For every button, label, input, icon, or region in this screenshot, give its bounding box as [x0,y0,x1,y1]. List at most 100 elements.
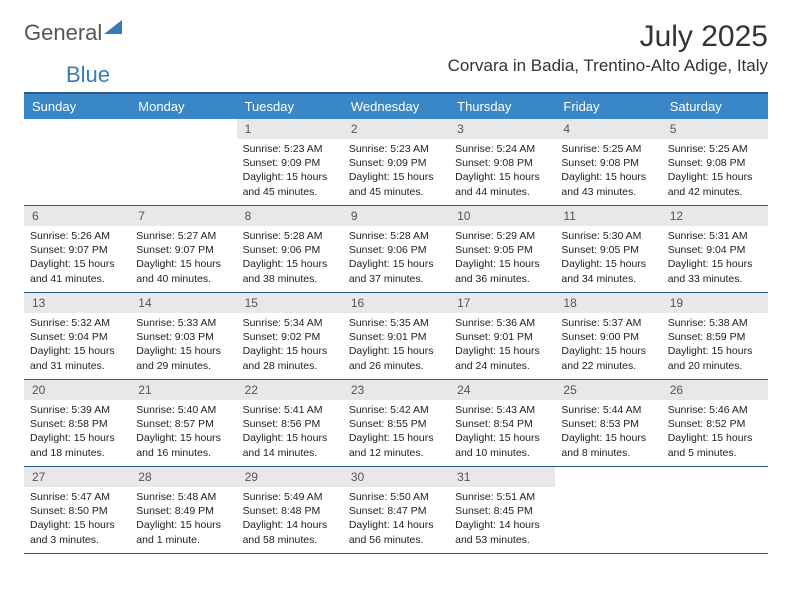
day-content: Sunrise: 5:32 AMSunset: 9:04 PMDaylight:… [24,313,130,376]
day-content: Sunrise: 5:31 AMSunset: 9:04 PMDaylight:… [662,226,768,289]
weekday-label: Monday [130,94,236,119]
week-row: 1Sunrise: 5:23 AMSunset: 9:09 PMDaylight… [24,119,768,206]
day-cell: 19Sunrise: 5:38 AMSunset: 8:59 PMDayligh… [662,293,768,379]
day-number: 27 [24,467,130,487]
day-content: Sunrise: 5:46 AMSunset: 8:52 PMDaylight:… [662,400,768,463]
weekday-label: Wednesday [343,94,449,119]
day-cell: 1Sunrise: 5:23 AMSunset: 9:09 PMDaylight… [237,119,343,205]
day-cell: 12Sunrise: 5:31 AMSunset: 9:04 PMDayligh… [662,206,768,292]
day-content: Sunrise: 5:41 AMSunset: 8:56 PMDaylight:… [237,400,343,463]
day-number: 31 [449,467,555,487]
day-cell: 26Sunrise: 5:46 AMSunset: 8:52 PMDayligh… [662,380,768,466]
day-content: Sunrise: 5:25 AMSunset: 9:08 PMDaylight:… [662,139,768,202]
day-content: Sunrise: 5:33 AMSunset: 9:03 PMDaylight:… [130,313,236,376]
day-number: 7 [130,206,236,226]
weekday-label: Sunday [24,94,130,119]
day-cell: 30Sunrise: 5:50 AMSunset: 8:47 PMDayligh… [343,467,449,553]
day-cell: 13Sunrise: 5:32 AMSunset: 9:04 PMDayligh… [24,293,130,379]
day-cell: 5Sunrise: 5:25 AMSunset: 9:08 PMDaylight… [662,119,768,205]
day-cell: 20Sunrise: 5:39 AMSunset: 8:58 PMDayligh… [24,380,130,466]
day-number: 5 [662,119,768,139]
day-number: 22 [237,380,343,400]
day-cell: 7Sunrise: 5:27 AMSunset: 9:07 PMDaylight… [130,206,236,292]
day-content: Sunrise: 5:48 AMSunset: 8:49 PMDaylight:… [130,487,236,550]
day-cell: 21Sunrise: 5:40 AMSunset: 8:57 PMDayligh… [130,380,236,466]
day-number: 10 [449,206,555,226]
week-row: 6Sunrise: 5:26 AMSunset: 9:07 PMDaylight… [24,206,768,293]
day-cell: 11Sunrise: 5:30 AMSunset: 9:05 PMDayligh… [555,206,661,292]
weekday-label: Friday [555,94,661,119]
day-cell: 28Sunrise: 5:48 AMSunset: 8:49 PMDayligh… [130,467,236,553]
day-cell: 9Sunrise: 5:28 AMSunset: 9:06 PMDaylight… [343,206,449,292]
week-row: 13Sunrise: 5:32 AMSunset: 9:04 PMDayligh… [24,293,768,380]
day-content: Sunrise: 5:23 AMSunset: 9:09 PMDaylight:… [237,139,343,202]
day-cell: 18Sunrise: 5:37 AMSunset: 9:00 PMDayligh… [555,293,661,379]
day-number: 17 [449,293,555,313]
day-number: 8 [237,206,343,226]
day-number: 23 [343,380,449,400]
day-cell: 2Sunrise: 5:23 AMSunset: 9:09 PMDaylight… [343,119,449,205]
month-title: July 2025 [448,20,768,54]
day-content: Sunrise: 5:35 AMSunset: 9:01 PMDaylight:… [343,313,449,376]
day-number: 12 [662,206,768,226]
day-content: Sunrise: 5:40 AMSunset: 8:57 PMDaylight:… [130,400,236,463]
day-number: 9 [343,206,449,226]
weekday-label: Thursday [449,94,555,119]
day-cell: 31Sunrise: 5:51 AMSunset: 8:45 PMDayligh… [449,467,555,553]
day-number: 26 [662,380,768,400]
day-cell: 22Sunrise: 5:41 AMSunset: 8:56 PMDayligh… [237,380,343,466]
day-content: Sunrise: 5:44 AMSunset: 8:53 PMDaylight:… [555,400,661,463]
day-content: Sunrise: 5:25 AMSunset: 9:08 PMDaylight:… [555,139,661,202]
day-number: 2 [343,119,449,139]
day-number: 21 [130,380,236,400]
day-content: Sunrise: 5:34 AMSunset: 9:02 PMDaylight:… [237,313,343,376]
day-content: Sunrise: 5:28 AMSunset: 9:06 PMDaylight:… [237,226,343,289]
day-content: Sunrise: 5:42 AMSunset: 8:55 PMDaylight:… [343,400,449,463]
day-cell: 6Sunrise: 5:26 AMSunset: 9:07 PMDaylight… [24,206,130,292]
day-cell: 14Sunrise: 5:33 AMSunset: 9:03 PMDayligh… [130,293,236,379]
day-content: Sunrise: 5:28 AMSunset: 9:06 PMDaylight:… [343,226,449,289]
day-number: 24 [449,380,555,400]
day-number: 13 [24,293,130,313]
day-content: Sunrise: 5:43 AMSunset: 8:54 PMDaylight:… [449,400,555,463]
day-cell: 10Sunrise: 5:29 AMSunset: 9:05 PMDayligh… [449,206,555,292]
day-content: Sunrise: 5:30 AMSunset: 9:05 PMDaylight:… [555,226,661,289]
day-cell: 8Sunrise: 5:28 AMSunset: 9:06 PMDaylight… [237,206,343,292]
day-number: 18 [555,293,661,313]
day-cell: 3Sunrise: 5:24 AMSunset: 9:08 PMDaylight… [449,119,555,205]
day-cell: 17Sunrise: 5:36 AMSunset: 9:01 PMDayligh… [449,293,555,379]
day-number: 11 [555,206,661,226]
day-content: Sunrise: 5:29 AMSunset: 9:05 PMDaylight:… [449,226,555,289]
week-row: 27Sunrise: 5:47 AMSunset: 8:50 PMDayligh… [24,467,768,554]
day-content: Sunrise: 5:50 AMSunset: 8:47 PMDaylight:… [343,487,449,550]
logo: General [24,20,122,46]
day-cell: 29Sunrise: 5:49 AMSunset: 8:48 PMDayligh… [237,467,343,553]
day-content: Sunrise: 5:38 AMSunset: 8:59 PMDaylight:… [662,313,768,376]
day-number: 15 [237,293,343,313]
day-cell: 4Sunrise: 5:25 AMSunset: 9:08 PMDaylight… [555,119,661,205]
day-content: Sunrise: 5:51 AMSunset: 8:45 PMDaylight:… [449,487,555,550]
day-content: Sunrise: 5:49 AMSunset: 8:48 PMDaylight:… [237,487,343,550]
day-cell: 15Sunrise: 5:34 AMSunset: 9:02 PMDayligh… [237,293,343,379]
day-content: Sunrise: 5:39 AMSunset: 8:58 PMDaylight:… [24,400,130,463]
empty-day [662,467,768,553]
day-content: Sunrise: 5:26 AMSunset: 9:07 PMDaylight:… [24,226,130,289]
day-cell: 24Sunrise: 5:43 AMSunset: 8:54 PMDayligh… [449,380,555,466]
week-row: 20Sunrise: 5:39 AMSunset: 8:58 PMDayligh… [24,380,768,467]
day-number: 30 [343,467,449,487]
day-content: Sunrise: 5:36 AMSunset: 9:01 PMDaylight:… [449,313,555,376]
day-number: 20 [24,380,130,400]
empty-day [555,467,661,553]
day-content: Sunrise: 5:37 AMSunset: 9:00 PMDaylight:… [555,313,661,376]
day-number: 29 [237,467,343,487]
logo-blue-wrapper: Blue [24,62,768,88]
day-number: 25 [555,380,661,400]
empty-day [24,119,130,205]
empty-day [130,119,236,205]
day-number: 6 [24,206,130,226]
day-cell: 23Sunrise: 5:42 AMSunset: 8:55 PMDayligh… [343,380,449,466]
day-content: Sunrise: 5:27 AMSunset: 9:07 PMDaylight:… [130,226,236,289]
day-content: Sunrise: 5:24 AMSunset: 9:08 PMDaylight:… [449,139,555,202]
day-cell: 25Sunrise: 5:44 AMSunset: 8:53 PMDayligh… [555,380,661,466]
weekday-label: Tuesday [237,94,343,119]
